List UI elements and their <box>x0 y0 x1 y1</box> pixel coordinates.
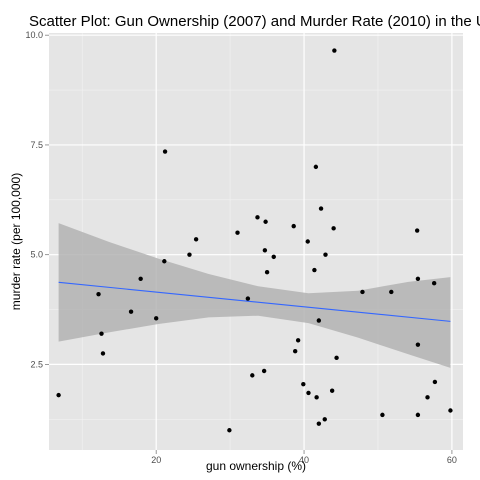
data-point <box>187 252 192 257</box>
data-point <box>292 349 298 354</box>
data-point <box>432 379 438 385</box>
y-tick-label: 10.0 <box>25 30 43 40</box>
x-axis-label: gun ownership (%) <box>206 459 306 473</box>
data-point <box>318 206 324 211</box>
data-point <box>448 408 453 413</box>
data-point <box>153 316 159 321</box>
data-point <box>96 291 101 297</box>
data-point <box>316 318 322 323</box>
data-points <box>56 48 453 433</box>
data-point <box>162 259 167 264</box>
data-point <box>360 289 365 295</box>
data-point <box>306 390 311 396</box>
y-tick-label: 2.5 <box>30 359 43 369</box>
y-tick-label: 7.5 <box>30 140 43 150</box>
data-point <box>271 254 276 260</box>
data-point <box>305 239 310 244</box>
data-point <box>245 296 251 301</box>
data-point <box>414 228 420 233</box>
x-axis-ticks: 20 40 60 <box>151 450 457 465</box>
data-point <box>263 219 268 224</box>
trend-line-layer <box>58 281 451 322</box>
data-point <box>255 215 260 220</box>
data-point <box>415 276 421 282</box>
plot-panel <box>49 33 463 450</box>
x-tick-label: 20 <box>151 455 161 465</box>
data-point <box>314 395 319 400</box>
data-point <box>322 417 327 422</box>
y-tick-label: 5.0 <box>30 250 43 260</box>
data-point <box>100 351 106 356</box>
data-point <box>162 149 168 154</box>
chart-title: Scatter Plot: Gun Ownership (2007) and M… <box>29 13 480 30</box>
data-point <box>431 281 437 286</box>
data-point <box>415 412 421 418</box>
data-point <box>250 373 255 378</box>
data-point <box>99 331 104 336</box>
data-point <box>312 267 317 273</box>
data-point <box>301 381 306 387</box>
data-point <box>291 223 296 229</box>
data-point <box>193 237 199 242</box>
data-point <box>56 392 61 398</box>
x-tick-label: 60 <box>447 455 457 465</box>
y-axis-label: murder rate (per 100,000) <box>9 173 23 310</box>
data-point <box>329 388 335 393</box>
data-point <box>313 164 319 170</box>
data-point <box>323 252 328 257</box>
trend-line <box>58 281 451 322</box>
data-point <box>128 309 134 314</box>
data-point <box>332 48 337 53</box>
y-axis-ticks: 2.5 5.0 7.5 10.0 <box>25 30 49 369</box>
data-point <box>262 248 268 253</box>
data-point <box>261 368 267 374</box>
data-point <box>264 270 270 275</box>
data-point <box>227 428 232 433</box>
x-tick-label: 40 <box>299 455 309 465</box>
data-point <box>316 421 322 426</box>
data-point <box>389 289 394 295</box>
data-point <box>334 355 339 361</box>
confidence-band <box>58 223 451 368</box>
data-point <box>425 395 430 400</box>
data-point <box>415 342 421 347</box>
data-point <box>380 412 385 418</box>
confidence-band-layer <box>58 223 451 368</box>
data-point <box>138 276 143 282</box>
data-point <box>331 226 336 231</box>
data-point <box>295 338 301 343</box>
data-point <box>235 230 240 235</box>
